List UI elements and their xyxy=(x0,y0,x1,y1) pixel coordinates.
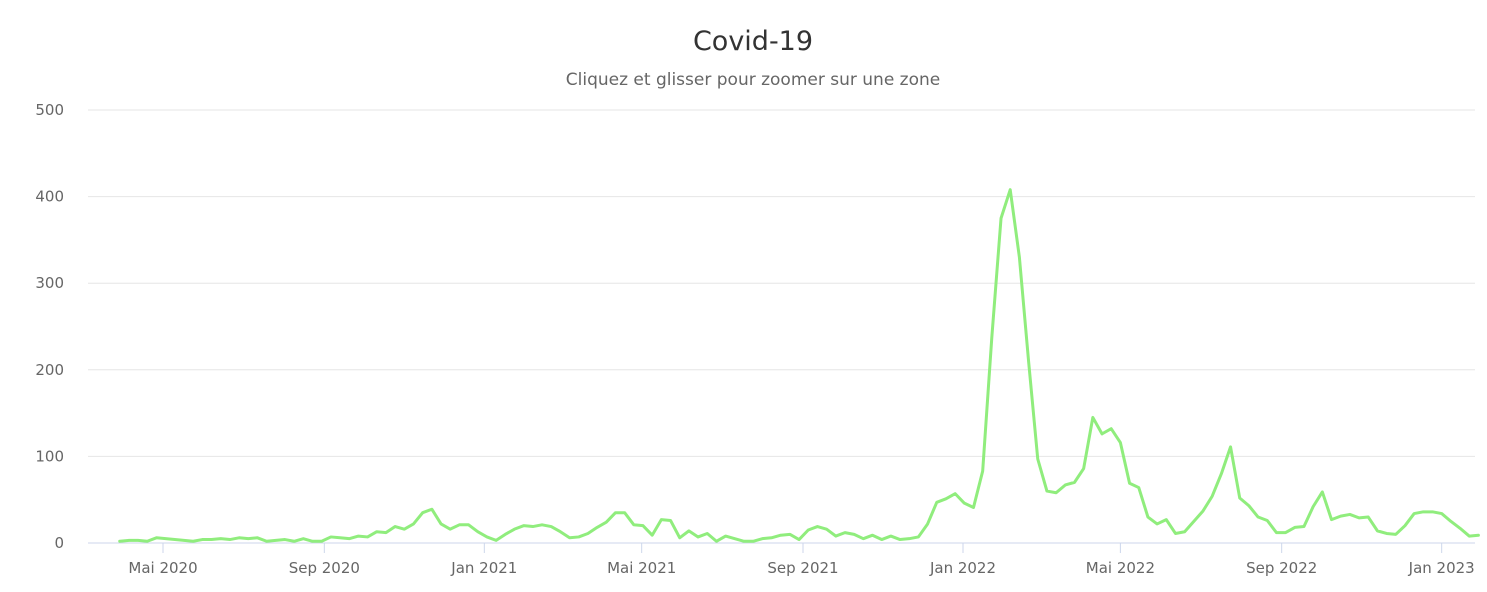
y-tick-label: 400 xyxy=(35,188,64,206)
x-tick-label: Jan 2022 xyxy=(929,559,996,577)
plot-area[interactable] xyxy=(118,188,1480,543)
y-tick-label: 300 xyxy=(35,274,64,292)
x-tick-label: Mai 2020 xyxy=(128,559,197,577)
x-tick-label: Sep 2021 xyxy=(767,559,838,577)
y-tick-label: 200 xyxy=(35,361,64,379)
chart-subtitle: Cliquez et glisser pour zoomer sur une z… xyxy=(566,70,941,90)
x-tick-label: Sep 2020 xyxy=(289,559,360,577)
x-tick-label: Sep 2022 xyxy=(1246,559,1317,577)
y-tick-label: 100 xyxy=(35,447,64,465)
y-grid xyxy=(88,109,1475,457)
y-tick-label: 500 xyxy=(35,101,64,119)
chart-title: Covid-19 xyxy=(693,26,813,57)
y-tick-label: 0 xyxy=(54,534,64,552)
x-tick-label: Jan 2023 xyxy=(1408,559,1475,577)
x-tick-label: Mai 2021 xyxy=(607,559,676,577)
x-axis-labels: Mai 2020 Sep 2020 Jan 2021 Mai 2021 Sep 2021… xyxy=(128,543,1475,577)
series-line[interactable] xyxy=(118,188,1480,543)
y-axis-labels: 0 100 200 300 400 500 xyxy=(35,101,64,552)
x-tick-label: Mai 2022 xyxy=(1086,559,1155,577)
x-tick-label: Jan 2021 xyxy=(450,559,517,577)
